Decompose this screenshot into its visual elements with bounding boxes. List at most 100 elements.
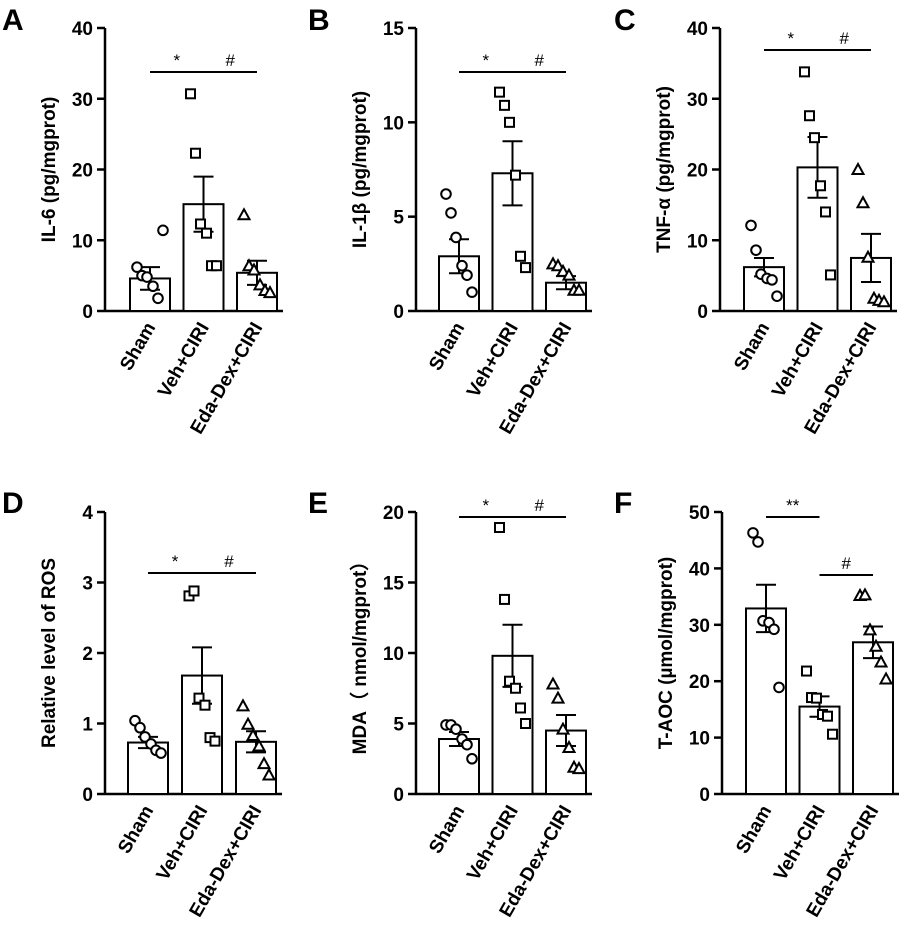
- data-point: [504, 116, 515, 128]
- data-point: [804, 110, 815, 122]
- data-point: [494, 522, 505, 534]
- significance-label: *: [787, 29, 794, 48]
- significance-label: **: [786, 496, 800, 515]
- data-point: [193, 692, 205, 704]
- panel-letter: B: [308, 4, 330, 37]
- bar-Sham: [438, 738, 480, 796]
- category-label: Sham: [732, 802, 776, 857]
- data-point: [555, 263, 571, 277]
- y-tick-label: 5: [393, 715, 404, 736]
- data-point: [510, 169, 521, 181]
- category-label: Sham: [730, 319, 774, 374]
- data-point: [499, 99, 510, 111]
- data-point: [245, 727, 261, 741]
- category-label: Veh+CIRI: [768, 319, 828, 401]
- data-point: [771, 290, 783, 302]
- y-tick-label: 10: [689, 729, 710, 750]
- y-axis-label: Relative level of ROS: [39, 558, 60, 748]
- data-point: [466, 752, 478, 765]
- category-label: Veh+CIRI: [463, 319, 523, 401]
- data-point: [185, 88, 196, 100]
- data-point: [139, 731, 151, 743]
- category-label: Veh+CIRI: [154, 319, 214, 401]
- significance-label: *: [482, 496, 489, 515]
- data-point: [873, 654, 889, 668]
- data-point: [240, 716, 256, 730]
- data-point: [461, 269, 473, 281]
- y-tick-label: 20: [383, 503, 404, 524]
- data-point: [152, 292, 164, 305]
- y-tick-label: 30: [689, 616, 710, 637]
- y-tick-label: 15: [383, 19, 405, 40]
- y-tick-label: 0: [699, 785, 710, 806]
- y-axis-label: IL-6 (pg/mgprot): [39, 97, 60, 243]
- significance-label: #: [840, 29, 850, 48]
- category-label: Sham: [116, 319, 160, 374]
- data-point: [747, 527, 759, 539]
- data-point: [209, 735, 221, 747]
- data-point: [768, 623, 780, 636]
- data-point: [494, 86, 505, 98]
- data-point: [251, 738, 267, 752]
- y-tick-label: 20: [72, 161, 93, 182]
- data-point: [801, 665, 812, 677]
- data-point: [445, 207, 457, 219]
- y-tick-label: 0: [393, 785, 404, 806]
- y-tick-label: 10: [72, 231, 93, 252]
- data-point: [450, 723, 462, 735]
- y-axis-label: T-AOC (µmol/mgprot): [656, 557, 677, 749]
- panel-letter: E: [308, 487, 328, 520]
- y-tick-label: 3: [82, 574, 93, 595]
- panel-F: F 0 10 20 30 40 50 T-AOC (µmol/mgprot) ShamVeh+C…: [614, 487, 899, 921]
- panel-letter: A: [2, 4, 24, 37]
- data-point: [147, 280, 159, 293]
- data-point: [815, 180, 826, 192]
- significance-label: *: [482, 51, 489, 70]
- y-tick-label: 10: [383, 113, 404, 134]
- category-label: Sham: [425, 319, 469, 374]
- panel-letter: F: [614, 487, 632, 520]
- data-point: [561, 267, 577, 281]
- data-point: [766, 274, 778, 286]
- data-point: [440, 188, 452, 200]
- data-point: [862, 622, 878, 636]
- y-tick-label: 20: [689, 672, 710, 693]
- category-label: Veh+CIRI: [463, 802, 523, 884]
- data-point: [820, 206, 831, 218]
- y-axis-label: MDA（ nmol/mgprot）: [348, 552, 371, 755]
- y-tick-label: 30: [72, 90, 93, 111]
- data-point: [773, 681, 785, 694]
- y-tick-label: 10: [383, 644, 404, 665]
- category-label: Sham: [425, 802, 469, 857]
- y-tick-label: 30: [687, 90, 708, 111]
- y-tick-label: 50: [689, 503, 710, 524]
- data-point: [876, 294, 892, 308]
- panel-letter: D: [2, 487, 24, 520]
- data-point: [571, 282, 587, 296]
- data-point: [822, 710, 833, 722]
- data-point: [520, 262, 531, 274]
- data-point: [878, 671, 894, 685]
- y-tick-label: 0: [697, 302, 708, 323]
- data-point: [461, 738, 473, 751]
- data-point: [799, 66, 810, 78]
- data-point: [550, 258, 566, 272]
- data-point: [545, 676, 561, 690]
- y-axis-label: IL-1β (pg/mgprot): [350, 91, 371, 248]
- significance-label: #: [226, 51, 236, 70]
- data-point: [868, 638, 884, 652]
- data-point: [195, 218, 206, 230]
- data-point: [515, 250, 526, 262]
- data-point: [550, 690, 566, 704]
- data-point: [745, 219, 757, 232]
- data-point: [510, 682, 521, 694]
- data-point: [811, 692, 822, 704]
- data-point: [499, 593, 510, 605]
- data-point: [201, 227, 212, 239]
- data-point: [456, 259, 468, 272]
- y-tick-label: 0: [82, 302, 93, 323]
- data-point: [450, 231, 462, 244]
- data-point: [131, 261, 143, 273]
